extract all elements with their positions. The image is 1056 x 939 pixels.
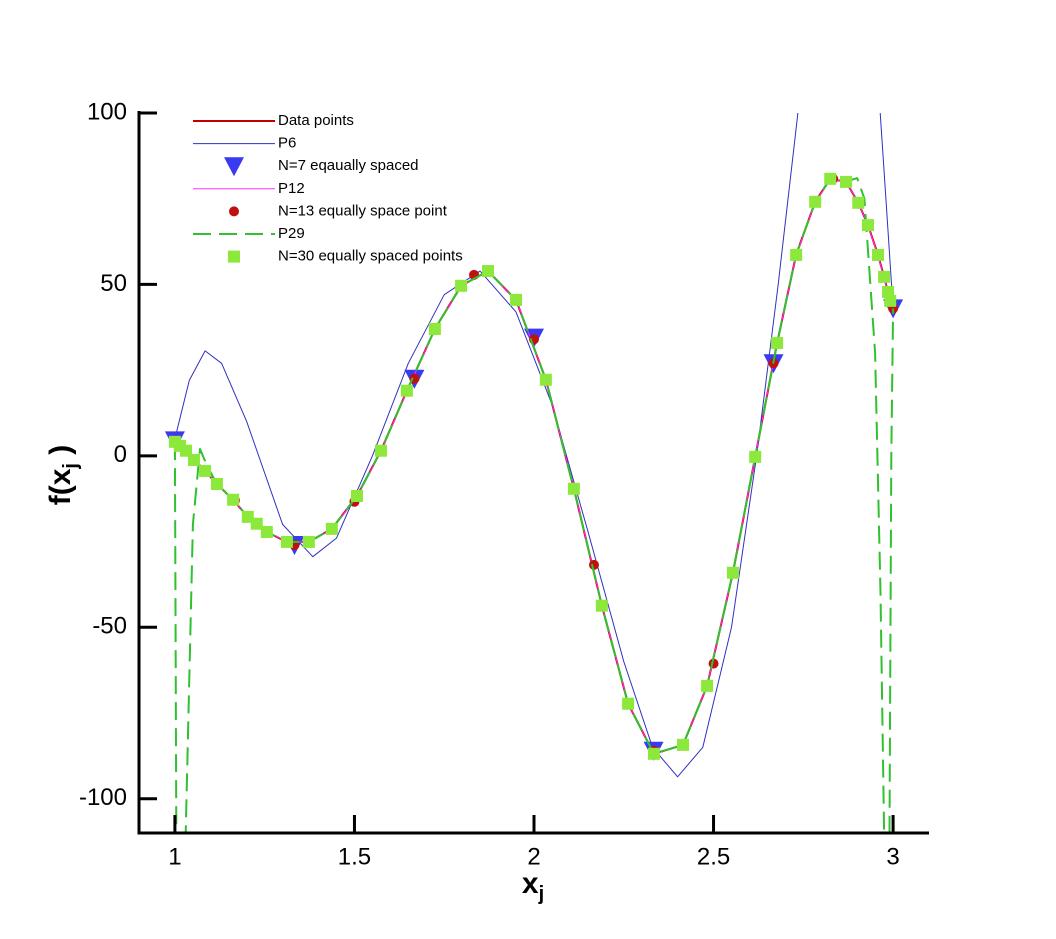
x-tick-label: 2.5 [697,843,730,870]
y-tick-label: 50 [100,270,127,297]
square-marker [622,697,635,710]
square-marker [647,747,660,760]
circle-marker [588,559,599,570]
square-marker [375,444,388,457]
y-tick-label: -100 [79,784,127,811]
y-tick-label: -50 [92,613,127,640]
series-line [174,113,894,778]
legend-label: P12 [278,180,305,197]
square-marker [872,248,885,261]
legend-label: Data points [278,112,354,129]
square-marker [539,373,552,386]
square-marker [701,679,714,692]
y-tick-label: 0 [114,441,127,468]
y-axis-label: f(xj ) [44,445,82,506]
square-marker [567,482,580,495]
x-tick-label: 1.5 [338,843,371,870]
y-tick-label: 100 [87,98,127,125]
square-marker [180,444,193,457]
square-marker [302,535,315,548]
legend-label: N=30 equally spaced points [278,248,463,265]
square-marker [771,337,784,350]
legend-label: N=7 eqaually spaced [278,157,419,174]
square-marker [199,464,212,477]
x-tick-label: 2 [527,843,540,870]
legend-swatch [229,206,239,217]
square-marker [824,172,837,185]
x-axis-label: xj [522,867,544,905]
series-line [173,177,895,833]
legend-label: P29 [278,225,305,242]
square-marker [809,195,822,208]
square-marker [210,477,223,490]
square-marker [482,265,495,278]
square-marker [455,279,468,292]
square-marker [250,517,263,530]
square-marker [280,535,293,548]
legend-label: P6 [278,135,296,152]
series-line [174,179,894,755]
plot-area [164,113,904,833]
square-marker [749,450,762,463]
square-marker [726,566,739,579]
legend-swatch [224,157,244,177]
square-marker [790,248,803,261]
square-marker [878,270,891,283]
series-line [174,177,894,755]
square-marker [884,294,897,307]
square-marker [187,453,200,466]
square-marker [325,522,338,535]
x-tick-label: 3 [886,843,899,870]
x-tick-label: 1 [168,843,181,870]
square-marker [595,599,608,612]
square-marker [350,489,363,502]
square-marker [861,219,874,232]
square-marker [400,384,413,397]
square-marker [260,525,273,538]
square-marker [510,293,523,306]
square-marker [852,196,865,209]
legend-swatch [228,250,240,263]
legend-label: N=13 equally space point [278,202,448,219]
square-marker [677,738,690,751]
square-marker [227,493,240,506]
square-marker [428,323,441,335]
square-marker [840,175,853,188]
